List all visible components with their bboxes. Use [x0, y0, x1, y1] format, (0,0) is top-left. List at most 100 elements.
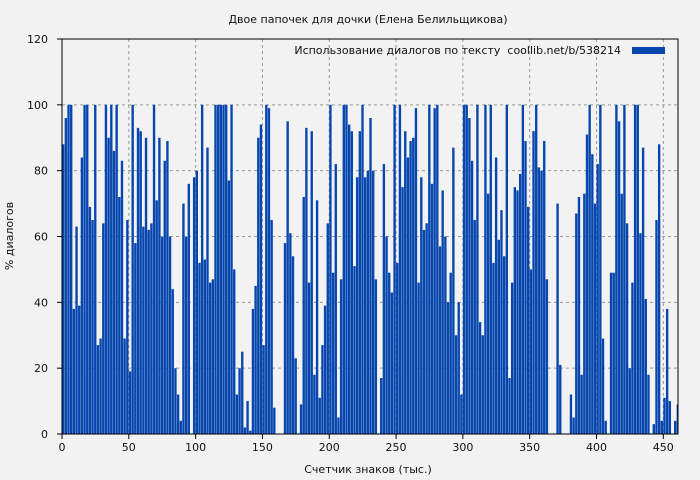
bar [615, 104, 618, 434]
bar [441, 190, 444, 434]
bar [136, 127, 140, 434]
bar [158, 137, 161, 434]
x-tick-label: 300 [452, 441, 473, 454]
bar [107, 137, 110, 434]
bar [489, 104, 492, 434]
bar [235, 394, 239, 434]
bar [502, 256, 506, 434]
bar [636, 104, 639, 434]
bar [200, 104, 204, 434]
bar [334, 164, 337, 435]
x-tick-label: 400 [586, 441, 607, 454]
bar [412, 137, 415, 434]
bar [75, 226, 78, 434]
x-tick-label: 150 [252, 441, 273, 454]
bar [139, 131, 142, 434]
bar [500, 210, 503, 434]
bar [337, 417, 340, 434]
bar [454, 335, 458, 434]
bar [540, 170, 543, 434]
bar [251, 308, 255, 434]
bar [182, 203, 185, 434]
bar [326, 223, 329, 434]
bar [460, 394, 463, 434]
bar [508, 378, 511, 434]
bar [289, 233, 292, 434]
bar [262, 345, 265, 434]
x-tick-label: 0 [59, 441, 66, 454]
bar [80, 157, 84, 434]
bar [414, 108, 418, 434]
chart-title: Двое папочек для дочки (Елена Белильщико… [228, 13, 507, 26]
bar [494, 157, 498, 434]
x-tick-label: 50 [122, 441, 136, 454]
bar [102, 223, 105, 434]
bar [465, 104, 468, 434]
bar [329, 104, 332, 434]
bar [313, 374, 316, 434]
bar [267, 108, 271, 434]
x-tick-label: 100 [185, 441, 206, 454]
bar [591, 154, 594, 435]
legend: Использование диалогов по тексту coollib… [294, 44, 665, 57]
bar [623, 104, 626, 434]
bar [665, 308, 669, 434]
y-tick-label: 60 [34, 231, 48, 244]
bar [468, 118, 471, 434]
bar [259, 124, 263, 434]
bar [430, 183, 434, 434]
bar [184, 236, 188, 434]
bar [444, 236, 447, 434]
y-tick-label: 120 [27, 33, 48, 46]
bar [409, 141, 412, 434]
bar [123, 338, 126, 434]
bar [393, 104, 396, 434]
bar [99, 338, 102, 434]
bar [620, 193, 623, 434]
bar [321, 345, 324, 434]
bar [128, 371, 132, 434]
bar [449, 272, 452, 434]
bar [663, 397, 666, 434]
bar [556, 203, 559, 434]
bar [644, 299, 647, 434]
bar [478, 322, 482, 434]
bar [527, 206, 530, 434]
bar [641, 147, 645, 434]
bar [241, 351, 244, 434]
x-tick-label: 200 [319, 441, 340, 454]
bar [470, 160, 474, 434]
bar [347, 124, 351, 434]
bar [150, 223, 153, 434]
bar [358, 131, 362, 434]
bar [532, 131, 535, 434]
bar [625, 223, 629, 434]
bar [575, 213, 578, 434]
bar [388, 272, 391, 434]
bar [404, 131, 407, 434]
bar [593, 203, 597, 434]
bar [518, 173, 522, 435]
bar [126, 220, 129, 434]
bar [299, 404, 303, 434]
bar [155, 200, 158, 434]
bar [203, 259, 207, 434]
bar [457, 302, 460, 434]
y-tick-label: 0 [41, 428, 48, 441]
bar [628, 368, 631, 434]
bar [195, 170, 198, 434]
bar [219, 104, 223, 434]
bar [433, 108, 436, 434]
bar [601, 338, 605, 434]
bar [238, 368, 241, 434]
y-axis: 0 20 40 60 80 100 120 [27, 33, 62, 441]
x-tick-label: 250 [386, 441, 407, 454]
bar [64, 118, 68, 434]
bar [673, 420, 677, 434]
bar [668, 401, 672, 434]
bar [361, 104, 364, 434]
bar [374, 279, 378, 434]
bar [305, 127, 308, 434]
bar [452, 147, 455, 434]
